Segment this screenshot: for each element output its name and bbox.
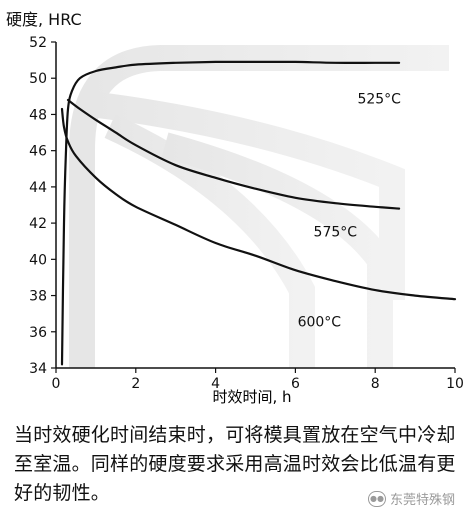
chart-axes <box>55 42 455 369</box>
y-tick-label: 38 <box>29 289 47 305</box>
x-tick-label: 2 <box>131 376 140 392</box>
x-tick-label: 8 <box>371 376 380 392</box>
x-tick-label: 0 <box>52 376 61 392</box>
y-tick-label: 40 <box>29 252 47 268</box>
x-tick-label: 10 <box>446 376 464 392</box>
background-arc <box>69 45 449 368</box>
series-line-3 <box>60 107 457 301</box>
x-tick-label: 4 <box>211 376 220 392</box>
y-tick-label: 46 <box>29 144 47 160</box>
background-arc <box>88 91 405 300</box>
series-line-1 <box>60 60 401 366</box>
watermark-text: 东莞特殊钢 <box>389 493 455 508</box>
y-tick-label: 44 <box>29 180 47 196</box>
wechat-icon: ●● <box>367 490 386 507</box>
y-tick-label: 48 <box>29 107 47 123</box>
caption-text: 当时效硬化时间结束时，可将模具置放在空气中冷却至室温。同样的硬度要求采用高温时效… <box>14 424 456 504</box>
background-arc <box>104 114 315 368</box>
y-tick-label: 36 <box>29 325 47 341</box>
chart-series-labels: 525°C 575°C 600°C <box>298 92 402 331</box>
y-tick-label: 42 <box>29 216 47 232</box>
watermark: ●● 东莞特殊钢 <box>367 489 455 508</box>
y-tick-label: 50 <box>29 71 47 87</box>
series-label-3: 600°C <box>298 314 342 330</box>
x-axis-label: 时效时间, h <box>212 388 291 406</box>
y-tick-label: 52 <box>29 35 47 51</box>
y-axis-label: 硬度, HRC <box>6 10 82 29</box>
series-label-1: 525°C <box>357 92 401 108</box>
y-tick-label: 34 <box>29 361 47 377</box>
x-tick-label: 6 <box>291 376 300 392</box>
series-label-2: 575°C <box>314 225 358 241</box>
chart-series <box>60 60 457 366</box>
series-line-2 <box>66 98 401 210</box>
